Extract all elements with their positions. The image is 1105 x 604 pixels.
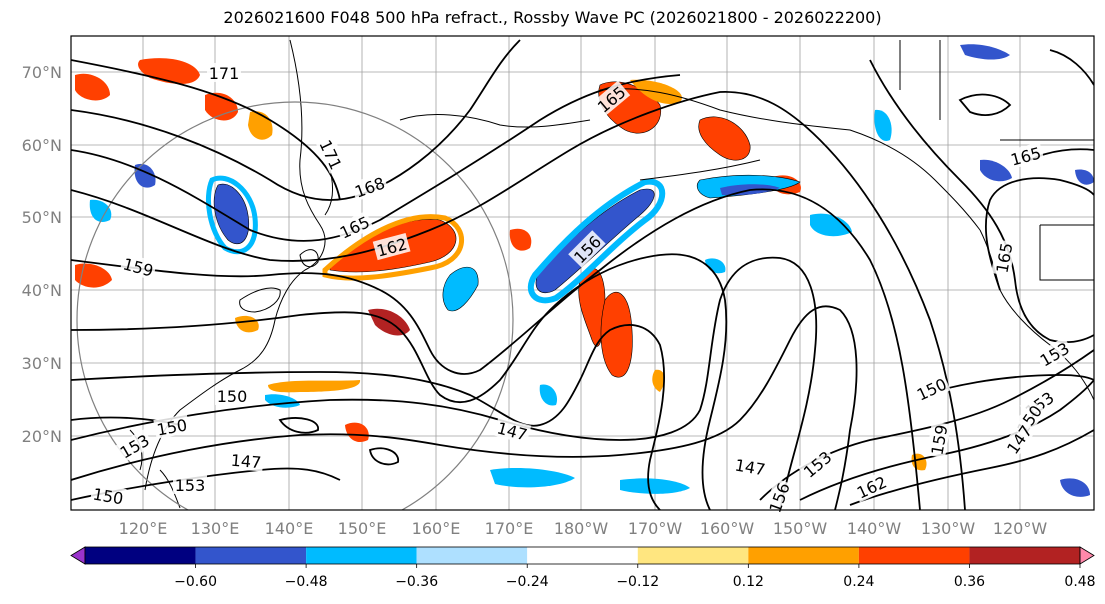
contour-label: 153 xyxy=(175,476,206,495)
colorbar-segment xyxy=(969,547,1080,564)
contour-label: 147 xyxy=(230,451,262,473)
colorbar-segment xyxy=(195,547,307,564)
colorbar-tick-label: 0.48 xyxy=(1064,574,1095,590)
contour-label: 171 xyxy=(209,64,240,83)
latitude-label: 70°N xyxy=(22,63,62,82)
colorbar-tick-label: −0.24 xyxy=(506,574,549,590)
latitude-labels: 70°N 60°N 50°N 40°N 30°N 20°N xyxy=(22,63,62,446)
colorbar-extend-high xyxy=(1079,546,1095,565)
latitude-label: 50°N xyxy=(22,208,62,227)
longitude-label: 140°E xyxy=(265,519,314,538)
colorbar-tick-label: −0.48 xyxy=(285,574,328,590)
coastlines xyxy=(129,39,1094,509)
colorbar-segment xyxy=(85,547,196,564)
longitude-label: 160°E xyxy=(412,519,461,538)
contour-label: 150 xyxy=(217,387,248,406)
colorbar: −0.60 −0.48 −0.36 −0.24 −0.12 0.12 0.24 0.36 0.4… xyxy=(70,546,1096,590)
colorbar-segment xyxy=(306,547,417,564)
longitude-label: 130°E xyxy=(191,519,240,538)
colorbar-tick-label: 0.12 xyxy=(733,574,764,590)
latitude-label: 20°N xyxy=(22,427,62,446)
colorbar-tick-label: 0.24 xyxy=(843,574,874,590)
longitude-label: 160°W xyxy=(700,519,755,538)
colorbar-extend-low xyxy=(70,546,86,565)
colorbar-tick-label: 0.36 xyxy=(954,574,985,590)
refractivity-contours xyxy=(71,39,1094,510)
colorbar-segment xyxy=(858,547,970,564)
refractivity-shading xyxy=(75,44,1094,497)
colorbar-tick-label: −0.60 xyxy=(174,574,217,590)
colorbar-segment xyxy=(748,547,859,564)
longitude-label: 120°W xyxy=(993,519,1048,538)
colorbar-segment xyxy=(527,547,638,564)
longitude-label: 150°W xyxy=(773,519,828,538)
colorbar-segment xyxy=(416,547,528,564)
map-frame xyxy=(70,35,1095,511)
longitude-label: 150°E xyxy=(338,519,387,538)
great-circle-ring xyxy=(76,101,514,510)
longitude-label: 120°E xyxy=(119,519,168,538)
latitude-label: 40°N xyxy=(22,281,62,300)
longitude-labels: 120°E 130°E 140°E 150°E 160°E 170°E 180°W 170°W… xyxy=(119,519,1048,538)
longitude-label: 180°W xyxy=(554,519,609,538)
longitude-label: 170°E xyxy=(485,519,534,538)
longitude-label: 130°W xyxy=(921,519,976,538)
colorbar-tick-label: −0.12 xyxy=(616,574,659,590)
colorbar-tick-label: −0.36 xyxy=(395,574,438,590)
longitude-label: 140°W xyxy=(847,519,902,538)
map-title: 2026021600 F048 500 hPa refract., Rossby… xyxy=(223,8,882,27)
latitude-label: 60°N xyxy=(22,136,62,155)
latitude-label: 30°N xyxy=(22,354,62,373)
colorbar-segment xyxy=(637,547,749,564)
longitude-label: 170°W xyxy=(628,519,683,538)
